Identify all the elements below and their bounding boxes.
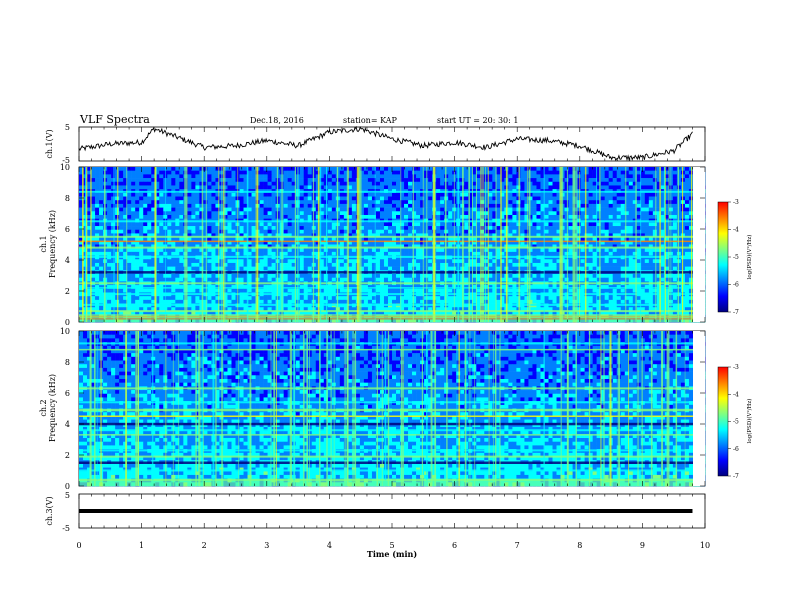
freq-tick-label: 4: [65, 420, 70, 429]
time-tick-label: 9: [640, 541, 645, 550]
time-tick-label: 6: [452, 541, 457, 550]
freq-tick-label: 10: [60, 163, 70, 172]
ch1-waveform-panel: 5 -5 ch.1(V): [45, 123, 706, 165]
ch3-waveform-ylabel: ch.3(V): [45, 496, 54, 525]
freq-tick-label: 2: [65, 287, 70, 296]
freq-tick-label: 4: [65, 256, 70, 265]
freq-tick-label: 8: [65, 194, 70, 203]
ch1-colorbar: -3 -4 -5 -6 -7 log(PSD)(V²/Hz): [717, 199, 753, 316]
time-tick-label: 4: [327, 541, 332, 550]
ch1-waveform-trace: [78, 125, 693, 162]
ch1-spectrogram-ylabel-line2: Frequency (kHz): [48, 210, 57, 278]
time-tick-label: 7: [515, 541, 520, 550]
freq-tick-label: 10: [60, 327, 70, 336]
ch1-spectrogram-image: [79, 167, 706, 323]
colorbar-tick-label: -4: [733, 391, 739, 398]
time-tick-label: 0: [76, 541, 81, 550]
freq-tick-label: 2: [65, 451, 70, 460]
station-label: station= KAP: [343, 116, 398, 125]
ch2-spectrogram-image: [79, 331, 706, 487]
date-label: Dec.18, 2016: [250, 116, 304, 125]
ch2-spectrogram-ylabel-line2: Frequency (kHz): [48, 374, 57, 442]
time-tick-label: 2: [202, 541, 207, 550]
colorbar-tick-label: -7: [733, 473, 739, 480]
ch3-ytick-bottom: -5: [62, 524, 70, 533]
ch2-colorbar-label: log(PSD)(V²/Hz): [746, 399, 753, 444]
colorbar-tick-label: -6: [733, 446, 739, 453]
ch2-colorbar: -3 -4 -5 -6 -7 log(PSD)(V²/Hz): [717, 364, 753, 480]
time-tick-label: 8: [577, 541, 582, 550]
figure-title: VLF Spectra: [79, 113, 150, 126]
ch2-spectrogram-panel: 0 2 4 6 8 10 ch.2 Frequency (kHz): [39, 327, 706, 491]
ch1-ytick-bottom: -5: [62, 156, 70, 165]
freq-tick-label: 6: [65, 389, 70, 398]
time-tick-label: 5: [389, 541, 394, 550]
colorbar-tick-label: -3: [733, 199, 739, 206]
ch1-colorbar-label: log(PSD)(V²/Hz): [746, 235, 753, 280]
ch1-waveform-ylabel: ch.1(V): [45, 129, 54, 158]
ch3-ytick-top: 5: [65, 491, 70, 500]
colorbar-tick-label: -7: [733, 309, 739, 316]
freq-tick-label: 0: [65, 482, 70, 491]
colorbar-tick-label: -6: [733, 282, 739, 289]
colorbar-tick-label: -5: [733, 419, 739, 426]
ch1-spectrogram-ylabel-line1: ch.1: [39, 235, 48, 252]
ch1-ytick-top: 5: [65, 123, 70, 132]
colorbar-tick-label: -5: [733, 254, 739, 261]
colorbar-tick-label: -4: [733, 227, 739, 234]
time-tick-label: 10: [700, 541, 710, 550]
x-axis-label: Time (min): [367, 549, 417, 559]
freq-tick-label: 0: [65, 318, 70, 327]
ch3-waveform-panel: 5 -5 ch.3(V): [45, 491, 706, 533]
ch1-spectrogram-panel: 0 2 4 6 8 10 ch.1 Frequency (kHz): [39, 163, 706, 327]
freq-tick-label: 8: [65, 358, 70, 367]
waveform-line: [78, 125, 693, 162]
colorbar-tick-label: -3: [733, 364, 739, 371]
ch2-spectrogram-ylabel-line1: ch.2: [39, 399, 48, 416]
time-tick-label: 1: [139, 541, 144, 550]
time-tick-label: 3: [264, 541, 269, 550]
start-time-label: start UT = 20: 30: 1: [437, 116, 518, 125]
freq-tick-label: 6: [65, 225, 70, 234]
